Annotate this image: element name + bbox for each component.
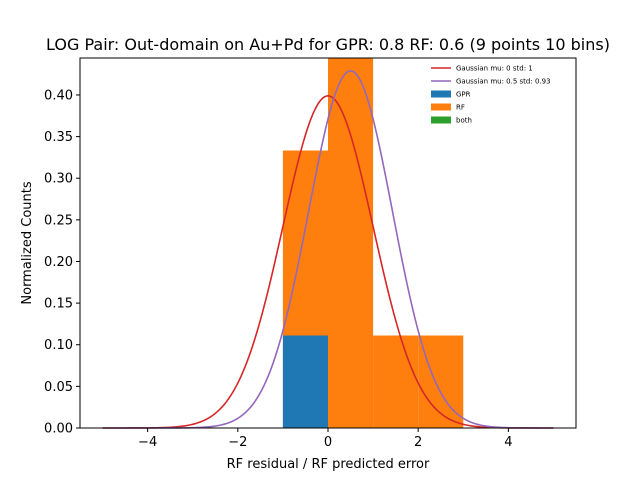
y-tick-label: 0.35 [44, 130, 73, 145]
x-axis-label: RF residual / RF predicted error [227, 457, 430, 472]
y-tick-label: 0.10 [44, 338, 73, 353]
plot-area [102, 58, 554, 429]
legend-label: both [456, 117, 472, 125]
legend: Gaussian mu: 0 std: 1 Gaussian mu: 0.5 st… [431, 65, 551, 125]
legend-patch-swatch [431, 103, 451, 111]
bar-gpr--1-to-0 [282, 335, 328, 428]
gaussian-curve-1 [102, 95, 554, 429]
y-tick-label: 0.15 [44, 297, 73, 312]
y-tick-label: 0.05 [44, 380, 73, 395]
y-tick-label: 0.40 [44, 88, 73, 103]
y-tick-label: 0.20 [44, 255, 73, 270]
y-tick-label: 0.30 [44, 172, 73, 187]
x-tick-label: −2 [228, 435, 247, 450]
bar-rf-1-to-2 [373, 335, 419, 428]
x-tick-label: −4 [138, 435, 157, 450]
x-tick-label: 2 [414, 435, 422, 450]
legend-label: GPR [456, 91, 471, 99]
x-tick-label: 4 [504, 435, 512, 450]
y-tick-label: 0.25 [44, 213, 73, 228]
legend-patch-swatch [431, 116, 451, 124]
legend-label: Gaussian mu: 0 std: 1 [456, 65, 533, 73]
y-axis-label: Normalized Counts [20, 181, 35, 304]
y-tick-label: 0.00 [44, 422, 73, 437]
x-tick-label: 0 [324, 435, 332, 450]
bar-rf-0-to-1 [328, 58, 374, 428]
legend-label: RF [456, 104, 465, 112]
legend-label: Gaussian mu: 0.5 std: 0.93 [456, 78, 551, 86]
legend-patch-swatch [431, 90, 451, 98]
axes: −4 −2 0 2 4 0.00 0.05 0.10 0.15 0.20 0.25 0.30 0.35 0… [44, 57, 577, 450]
chart-title: LOG Pair: Out-domain on Au+Pd for GPR: 0… [46, 35, 610, 54]
